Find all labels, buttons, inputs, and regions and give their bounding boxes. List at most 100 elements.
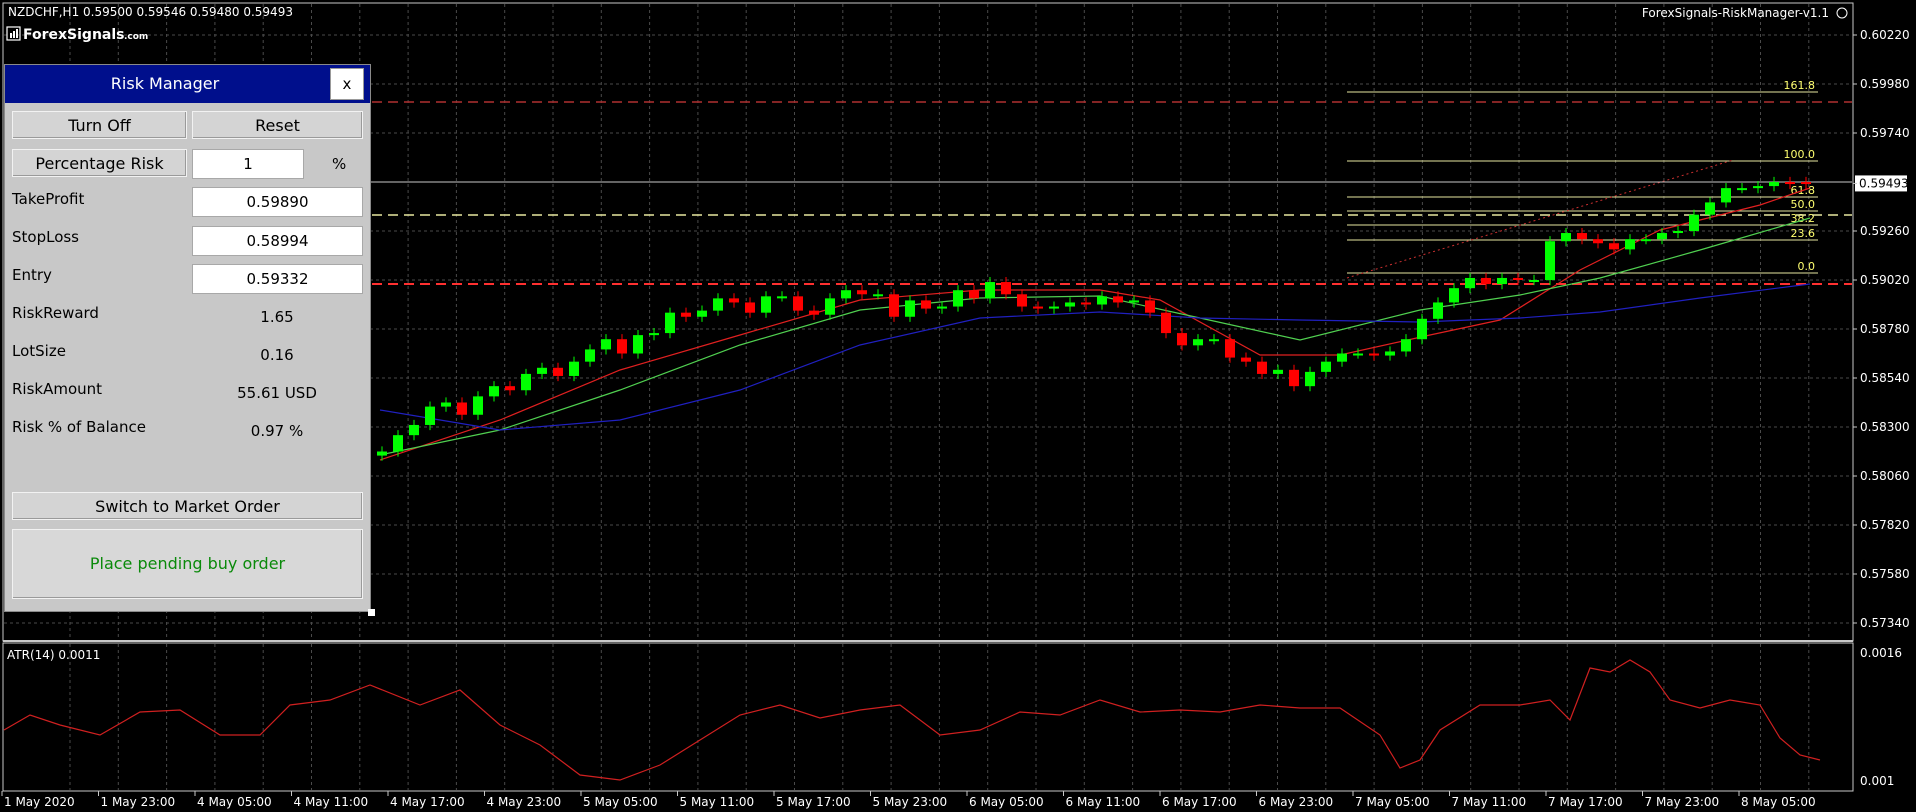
- candle: [1385, 351, 1395, 356]
- time-axis[interactable]: 1 May 2020 1 May 23:00 4 May 05:00 4 May 11…: [1, 791, 1816, 809]
- candle: [1321, 361, 1331, 372]
- candle: [985, 282, 995, 299]
- time-tick-label: 7 May 11:00: [1452, 795, 1527, 809]
- lot-size-value: 0.16: [260, 346, 294, 364]
- candle: [937, 306, 947, 309]
- brand-suffix: .com: [124, 32, 148, 42]
- atr-scale-bottom: 0.001: [1860, 774, 1894, 788]
- risk-reward-value: 1.65: [260, 308, 294, 326]
- time-tick-label: 6 May 11:00: [1066, 795, 1141, 809]
- candle: [1161, 312, 1171, 334]
- time-tick-label: 7 May 05:00: [1355, 795, 1430, 809]
- candle: [1545, 241, 1555, 280]
- candle: [777, 296, 787, 299]
- panel-resize-handle[interactable]: [368, 609, 375, 616]
- candle: [873, 294, 883, 297]
- entry-input[interactable]: 0.59332: [192, 264, 363, 294]
- time-tick-label: 6 May 17:00: [1162, 795, 1237, 809]
- candle: [1785, 182, 1795, 185]
- price-tick-label: 0.59020: [1860, 273, 1910, 287]
- candle: [1049, 306, 1059, 309]
- candle: [553, 367, 563, 376]
- close-button[interactable]: x: [330, 68, 364, 100]
- risk-amount-value: 55.61 USD: [237, 384, 317, 402]
- time-tick-label: 5 May 11:00: [680, 795, 755, 809]
- time-tick-label: 5 May 17:00: [776, 795, 851, 809]
- switch-market-order-button[interactable]: Switch to Market Order: [12, 492, 363, 520]
- candle: [1273, 369, 1283, 374]
- candle: [1097, 296, 1107, 305]
- candle: [1721, 188, 1731, 203]
- atr-line: [3, 659, 1821, 781]
- candle: [1529, 280, 1539, 282]
- time-tick-label: 7 May 17:00: [1548, 795, 1623, 809]
- risk-manager-title: Risk Manager: [110, 74, 220, 93]
- candle: [697, 310, 707, 317]
- candle: [569, 361, 579, 376]
- candle: [889, 294, 899, 317]
- candle: [1241, 357, 1251, 362]
- indicator-name: ForexSignals-RiskManager-v1.1: [1642, 6, 1829, 20]
- candle: [505, 386, 515, 391]
- candle: [489, 386, 499, 397]
- candle: [617, 339, 627, 354]
- candle: [1497, 277, 1507, 285]
- candle: [1033, 306, 1043, 309]
- candle: [1113, 296, 1123, 303]
- candle: [713, 298, 723, 311]
- price-tick-label: 0.57340: [1860, 616, 1910, 630]
- turn-off-button[interactable]: Turn Off: [12, 111, 187, 139]
- candle: [905, 300, 915, 317]
- candle: [1593, 239, 1603, 244]
- price-tick-label: 0.58540: [1860, 371, 1910, 385]
- risk-manager-panel[interactable]: Risk Manager x Turn Off Reset Percentage…: [4, 64, 371, 612]
- candle: [729, 298, 739, 303]
- time-tick-label: 4 May 05:00: [197, 795, 272, 809]
- time-tick-label: 5 May 23:00: [873, 795, 948, 809]
- price-tick-label: 0.59740: [1860, 126, 1910, 140]
- candle: [665, 312, 675, 334]
- candle: [1737, 188, 1747, 191]
- time-tick-label: 5 May 05:00: [583, 795, 658, 809]
- price-tick-label: 0.60220: [1860, 28, 1910, 42]
- candle: [1689, 214, 1699, 231]
- candle: [921, 300, 931, 309]
- price-tick-label: 0.57820: [1860, 518, 1910, 532]
- candle: [681, 312, 691, 317]
- atr-frame: [2, 642, 1854, 792]
- time-tick-label: 1 May 23:00: [101, 795, 176, 809]
- candle: [601, 339, 611, 350]
- candle: [425, 406, 435, 425]
- candle: [841, 290, 851, 299]
- candle: [1433, 302, 1443, 319]
- reset-button[interactable]: Reset: [192, 111, 363, 139]
- place-order-button[interactable]: Place pending buy order: [12, 529, 363, 599]
- fib-level-label: 23.6: [1791, 227, 1816, 240]
- candle: [745, 302, 755, 313]
- brand-name: ForexSignals: [23, 27, 125, 43]
- candle: [1609, 243, 1619, 250]
- price-tick-label: 0.59980: [1860, 77, 1910, 91]
- candle: [761, 296, 771, 313]
- candle: [1337, 353, 1347, 362]
- stop-loss-input[interactable]: 0.58994: [192, 226, 363, 256]
- candle: [1177, 333, 1187, 346]
- price-tick-label: 0.58300: [1860, 420, 1910, 434]
- take-profit-input[interactable]: 0.59890: [192, 187, 363, 217]
- candle: [1193, 339, 1203, 346]
- candle: [1513, 277, 1523, 280]
- percentage-risk-button[interactable]: Percentage Risk: [12, 149, 187, 177]
- time-tick-label: 8 May 05:00: [1741, 795, 1816, 809]
- risk-manager-title-bar[interactable]: Risk Manager x: [5, 65, 370, 103]
- candle: [1769, 182, 1779, 187]
- candle: [1465, 277, 1475, 289]
- price-axis[interactable]: 0.60220 0.59980 0.59740 0.59493 0.59260 0.590…: [1853, 28, 1910, 630]
- risk-balance-label: Risk % of Balance: [12, 418, 146, 436]
- percentage-risk-input[interactable]: 1: [192, 149, 304, 179]
- candle: [1625, 239, 1635, 250]
- time-tick-label: 4 May 11:00: [294, 795, 369, 809]
- candle: [1081, 302, 1091, 305]
- candle: [1065, 302, 1075, 307]
